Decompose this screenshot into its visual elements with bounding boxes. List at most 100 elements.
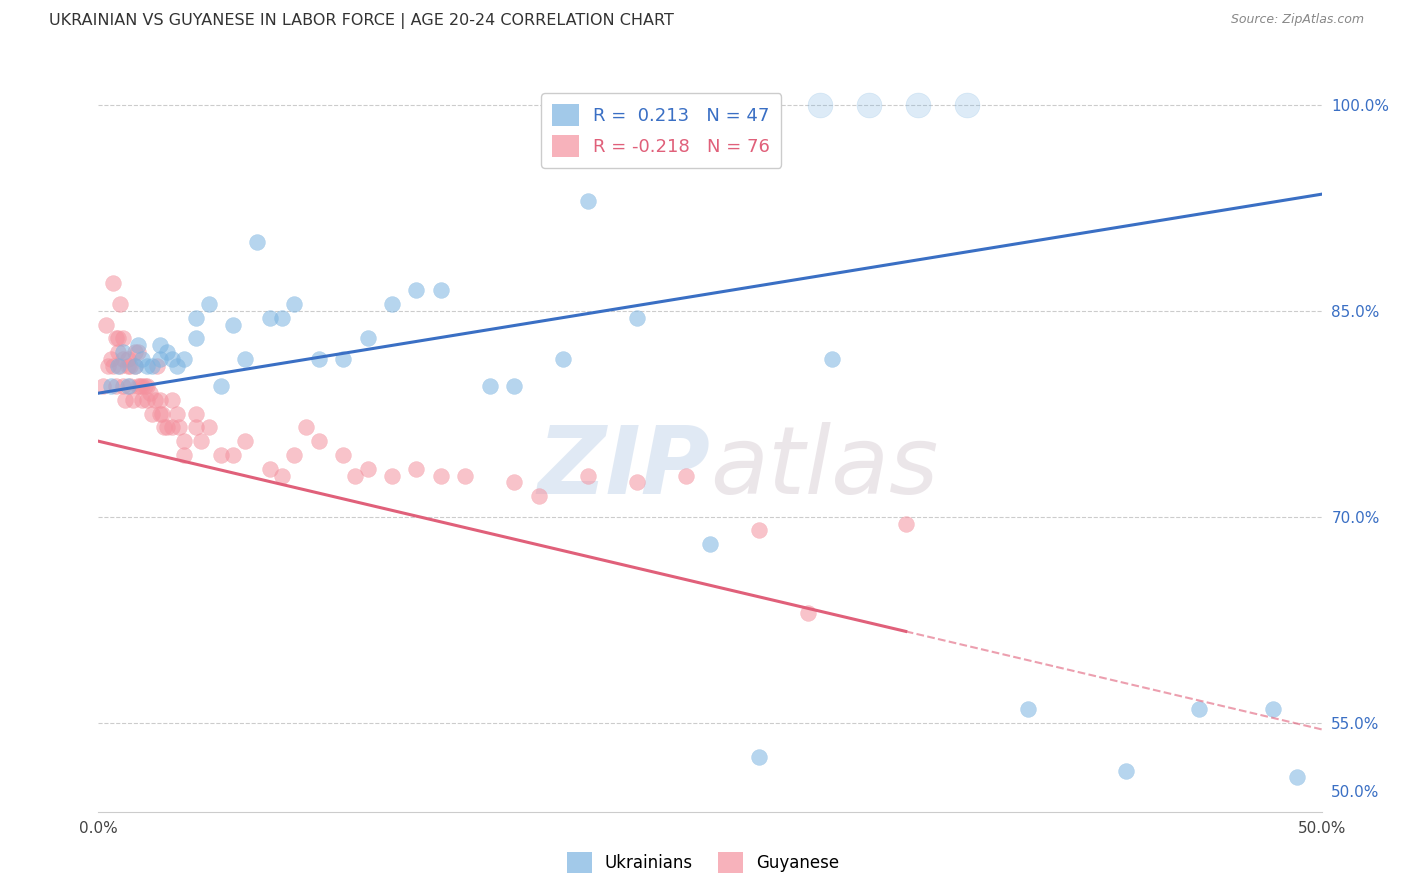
Point [160, 420, 183, 434]
Point [111, 351, 134, 366]
Point [283, 448, 305, 462]
Point [527, 489, 550, 503]
Point [141, 359, 163, 373]
Point [124, 359, 146, 373]
Point [111, 345, 134, 359]
Point [143, 392, 166, 407]
Point [576, 194, 599, 208]
Point [295, 420, 318, 434]
Point [111, 331, 134, 345]
Point [430, 283, 453, 297]
Point [1188, 702, 1211, 716]
Point [1261, 702, 1284, 716]
Point [222, 318, 245, 332]
Point [197, 420, 219, 434]
Text: atlas: atlas [710, 423, 938, 514]
Point [149, 338, 172, 352]
Point [748, 524, 770, 538]
Point [576, 468, 599, 483]
Point [186, 331, 208, 345]
Point [186, 420, 208, 434]
Point [186, 407, 208, 421]
Point [131, 392, 153, 407]
Point [129, 379, 152, 393]
Point [101, 277, 124, 291]
Point [699, 537, 721, 551]
Point [131, 351, 153, 366]
Point [197, 297, 219, 311]
Point [166, 407, 188, 421]
Point [748, 749, 770, 764]
Point [956, 98, 979, 112]
Point [553, 351, 575, 366]
Point [100, 351, 122, 366]
Point [209, 379, 232, 393]
Point [478, 379, 501, 393]
Point [626, 310, 648, 325]
Point [356, 331, 378, 345]
Point [107, 345, 129, 359]
Point [91, 379, 114, 393]
Point [270, 310, 294, 325]
Point [120, 359, 142, 373]
Point [233, 434, 256, 449]
Point [156, 420, 179, 434]
Point [149, 407, 172, 421]
Point [675, 468, 697, 483]
Point [101, 359, 124, 373]
Text: Source: ZipAtlas.com: Source: ZipAtlas.com [1230, 13, 1364, 27]
Point [270, 468, 294, 483]
Point [233, 351, 256, 366]
Point [136, 359, 159, 373]
Legend: R =  0.213   N = 47, R = -0.218   N = 76: R = 0.213 N = 47, R = -0.218 N = 76 [541, 93, 782, 168]
Point [150, 407, 173, 421]
Point [166, 359, 188, 373]
Point [124, 359, 146, 373]
Point [1115, 764, 1137, 778]
Point [283, 297, 305, 311]
Point [104, 379, 127, 393]
Point [1017, 702, 1039, 716]
Point [117, 351, 139, 366]
Point [821, 351, 844, 366]
Point [107, 359, 129, 373]
Point [259, 310, 281, 325]
Legend: Ukrainians, Guyanese: Ukrainians, Guyanese [560, 846, 846, 880]
Point [222, 448, 245, 462]
Point [173, 434, 195, 449]
Point [503, 379, 526, 393]
Point [97, 359, 120, 373]
Point [153, 420, 176, 434]
Point [107, 331, 129, 345]
Point [626, 475, 648, 490]
Point [344, 468, 367, 483]
Point [186, 310, 208, 325]
Point [430, 468, 453, 483]
Point [190, 434, 212, 449]
Point [405, 461, 427, 475]
Point [104, 331, 127, 345]
Point [94, 318, 117, 332]
Point [131, 379, 153, 393]
Point [117, 359, 139, 373]
Point [136, 379, 159, 393]
Point [127, 338, 149, 352]
Point [127, 345, 149, 359]
Point [209, 448, 232, 462]
Point [173, 351, 195, 366]
Text: UKRAINIAN VS GUYANESE IN LABOR FORCE | AGE 20-24 CORRELATION CHART: UKRAINIAN VS GUYANESE IN LABOR FORCE | A… [49, 13, 673, 29]
Point [149, 392, 172, 407]
Point [134, 379, 156, 393]
Point [808, 98, 831, 112]
Point [167, 420, 190, 434]
Point [381, 468, 404, 483]
Point [121, 392, 143, 407]
Text: ZIP: ZIP [537, 422, 710, 514]
Point [100, 379, 122, 393]
Point [160, 351, 183, 366]
Point [139, 386, 162, 401]
Point [308, 434, 330, 449]
Point [110, 359, 132, 373]
Point [308, 351, 330, 366]
Point [114, 392, 136, 407]
